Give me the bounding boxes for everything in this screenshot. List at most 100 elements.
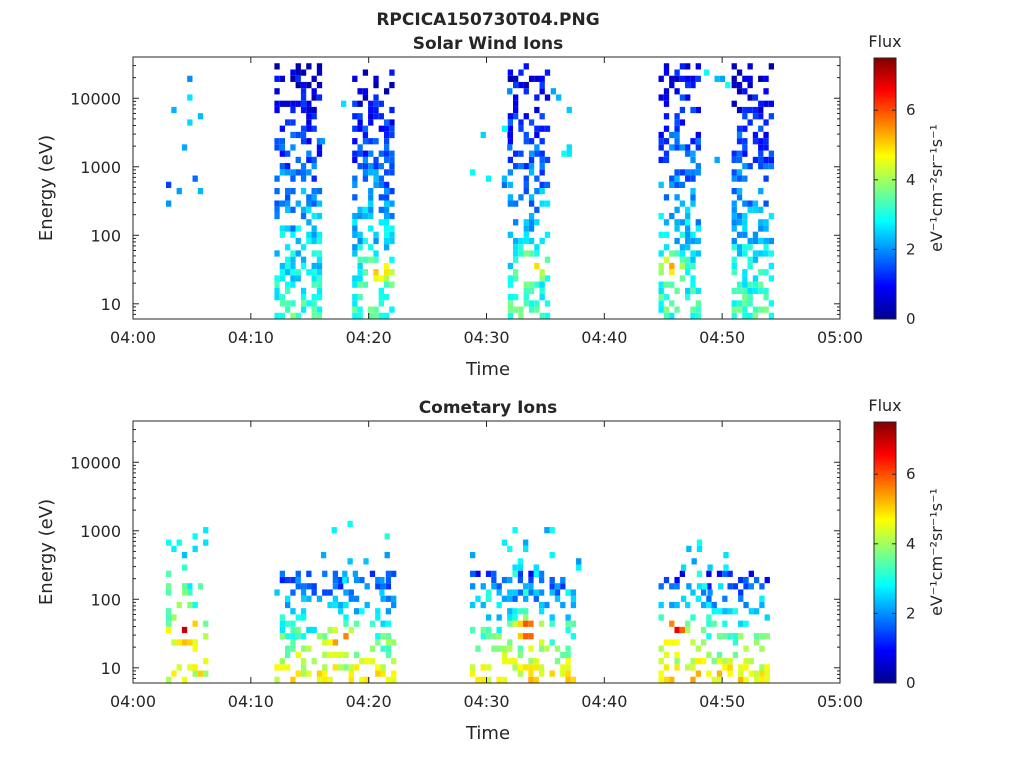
spectrogram-cell xyxy=(274,206,280,213)
spectrogram-cell xyxy=(716,570,723,577)
spectrogram-cell xyxy=(311,106,317,114)
spectrogram-cell xyxy=(507,125,514,132)
spectrogram-cell xyxy=(714,75,720,82)
spectrogram-cell xyxy=(171,639,177,646)
spectrogram-cell xyxy=(187,119,193,126)
spectrogram-cell xyxy=(674,175,680,182)
spectrogram-cell xyxy=(674,69,680,76)
spectrogram-cell xyxy=(362,169,369,176)
spectrogram-cell xyxy=(300,125,307,132)
spectrogram-cell xyxy=(554,583,561,590)
spectrogram-cell xyxy=(295,670,301,677)
spectrogram-cell xyxy=(192,664,198,671)
spectrogram-cell xyxy=(764,633,770,640)
spectrogram-cell xyxy=(197,583,204,590)
spectrogram-cell xyxy=(669,269,675,276)
spectrogram-cell xyxy=(742,281,748,288)
spectrogram-cell xyxy=(743,645,749,652)
spectrogram-cell xyxy=(690,589,696,596)
spectrogram-cell xyxy=(758,237,764,245)
spectrogram-cell xyxy=(753,639,760,646)
spectrogram-cell xyxy=(300,88,307,95)
spectrogram-cell xyxy=(714,156,720,164)
spectrogram-cell xyxy=(706,601,712,609)
spectrogram-cell xyxy=(385,651,392,659)
spectrogram-cell xyxy=(539,75,545,82)
spectrogram-cell xyxy=(353,608,360,615)
spectrogram-cell xyxy=(674,626,680,634)
spectrogram-cell xyxy=(523,138,529,145)
spectrogram-cell xyxy=(470,664,476,671)
spectrogram-cell xyxy=(378,113,384,120)
spectrogram-cell xyxy=(544,156,551,164)
spectrogram-cell xyxy=(763,119,769,126)
colorbar-tick-label: 0 xyxy=(906,310,916,328)
spectrogram-cell xyxy=(300,188,307,195)
spectrogram-cell xyxy=(383,237,390,245)
spectrogram-cell xyxy=(507,576,513,584)
spectrogram-cell xyxy=(501,539,508,546)
spectrogram-cell xyxy=(316,306,323,313)
spectrogram-cell xyxy=(316,287,323,295)
spectrogram-cell xyxy=(285,576,291,584)
spectrogram-cell xyxy=(353,595,360,602)
spectrogram-cell xyxy=(496,626,502,634)
spectrogram-cell xyxy=(738,595,744,602)
spectrogram-cell xyxy=(368,119,374,126)
spectrogram-cell xyxy=(658,231,664,238)
spectrogram-cell xyxy=(560,664,566,671)
solar-wind-axis-ticks: 04:00 04:10 04:20 04:30 04:40 04:50 05:00 10 100… xyxy=(70,56,863,347)
spectrogram-cell xyxy=(763,244,769,251)
spectrogram-cell xyxy=(353,651,360,659)
spectrogram-cell xyxy=(512,614,518,621)
spectrogram-cell xyxy=(352,125,358,132)
spectrogram-cell xyxy=(285,620,291,627)
spectrogram-cell xyxy=(663,125,670,132)
x-tick-label: 04:40 xyxy=(581,328,627,347)
spectrogram-cell xyxy=(561,150,567,157)
spectrogram-cell xyxy=(539,150,545,157)
spectrogram-cell xyxy=(695,237,701,245)
spectrogram-cell xyxy=(357,231,363,238)
spectrogram-cell xyxy=(501,658,508,665)
spectrogram-cell xyxy=(362,206,369,213)
spectrogram-cell xyxy=(716,676,723,683)
spectrogram-cell xyxy=(368,113,374,120)
spectrogram-cell xyxy=(763,175,769,182)
spectrogram-cell xyxy=(389,212,395,220)
spectrogram-cell xyxy=(685,75,691,82)
spectrogram-cell xyxy=(686,583,692,590)
spectrogram-cell xyxy=(523,131,529,139)
spectrogram-cell xyxy=(544,231,551,238)
spectrogram-cell xyxy=(763,200,769,207)
x-tick-label: 04:30 xyxy=(463,328,509,347)
spectrogram-cell xyxy=(485,614,492,621)
spectrogram-cell xyxy=(685,626,691,634)
spectrogram-cell xyxy=(306,156,312,164)
spectrogram-cell xyxy=(539,138,545,145)
spectrogram-cell xyxy=(743,620,749,627)
spectrogram-cell xyxy=(322,651,328,659)
spectrogram-cell xyxy=(663,231,670,238)
spectrogram-cell xyxy=(485,626,492,634)
spectrogram-cell xyxy=(523,81,529,89)
spectrogram-cell xyxy=(752,306,759,313)
spectrogram-cell xyxy=(560,583,566,590)
spectrogram-cell xyxy=(658,287,664,295)
spectrogram-cell xyxy=(192,533,198,540)
spectrogram-cell xyxy=(391,676,397,683)
spectrogram-cell xyxy=(373,306,379,313)
spectrogram-cell xyxy=(518,312,524,319)
spectrogram-cell xyxy=(306,300,312,307)
spectrogram-cell xyxy=(383,119,390,126)
spectrogram-cell xyxy=(338,583,344,590)
spectrogram-cell xyxy=(364,658,370,665)
spectrogram-cell xyxy=(549,583,555,590)
spectrogram-cell xyxy=(736,287,743,295)
spectrogram-cell xyxy=(300,206,307,213)
spectrogram-cell xyxy=(480,633,486,640)
spectrogram-cell xyxy=(731,262,737,270)
spectrogram-cell xyxy=(316,231,323,238)
spectrogram-cell xyxy=(362,150,369,157)
